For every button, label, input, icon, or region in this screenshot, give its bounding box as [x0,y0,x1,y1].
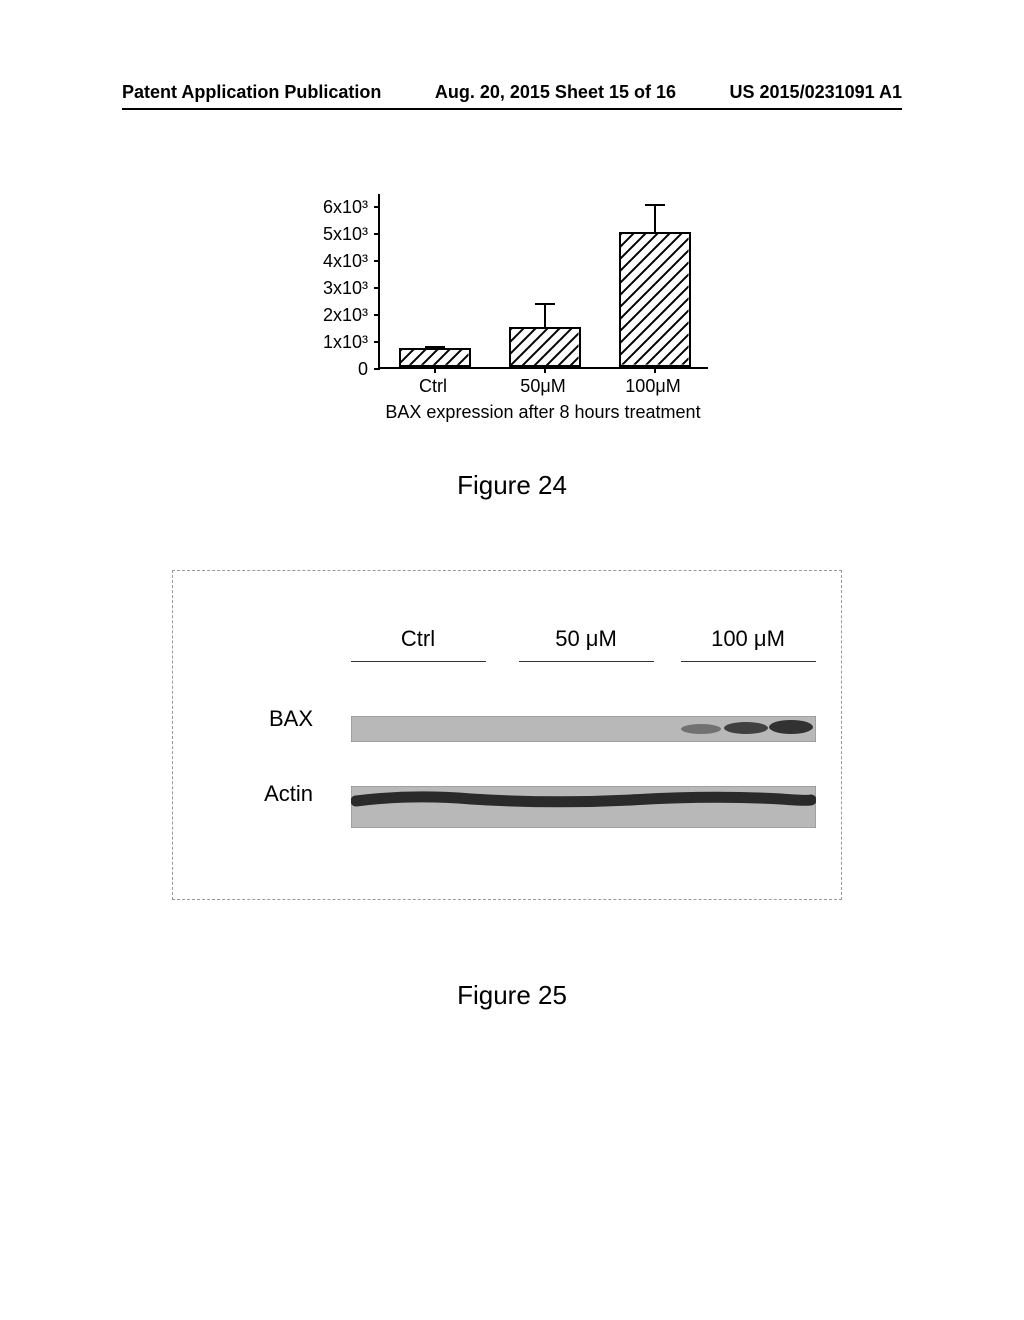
y-axis-label: 1x10³ [278,333,368,351]
patent-header: Patent Application Publication Aug. 20, … [0,82,1024,103]
bar-chart-bax-expression: 01x10³2x10³3x10³4x10³5x10³6x10³ BAX expr… [288,190,748,420]
lane-label: 50 μM [519,626,654,652]
bar [399,348,471,367]
actin-blot-strip [351,786,816,828]
lane-label: 100 μM [681,626,816,652]
y-axis-label: 6x10³ [278,198,368,216]
row-label: BAX [223,706,313,732]
y-tick [374,260,380,262]
error-bar-cap [535,303,555,305]
y-tick [374,314,380,316]
row-label: Actin [223,781,313,807]
header-rule [122,108,902,110]
error-bar-cap [425,346,445,348]
y-axis-label: 4x10³ [278,252,368,270]
lane-label: Ctrl [351,626,486,652]
figure-24-caption: Figure 24 [0,470,1024,501]
y-tick [374,287,380,289]
x-tick [434,367,436,373]
x-axis-label: Ctrl [419,376,447,397]
header-center: Aug. 20, 2015 Sheet 15 of 16 [435,82,676,103]
lane-underline [351,661,486,662]
y-axis-label: 2x10³ [278,306,368,324]
header-right: US 2015/0231091 A1 [730,82,902,103]
blot-content: Ctrl 50 μM 100 μM BAX Actin [173,571,841,899]
header-left: Patent Application Publication [122,82,381,103]
y-tick [374,368,380,370]
bar [509,327,581,367]
error-bar-stem [544,304,546,328]
lane-underline [519,661,654,662]
x-axis-title: BAX expression after 8 hours treatment [378,402,708,423]
western-blot-panel: Ctrl 50 μM 100 μM BAX Actin [172,570,842,900]
x-tick [654,367,656,373]
lane-underline [681,661,816,662]
y-tick [374,233,380,235]
chart-plot-area [378,194,708,369]
x-axis-label: 50μM [520,376,565,397]
y-axis-labels: 0 1x10³ 2x10³ 3x10³ 4x10³ 5x10³ 6x10³ [278,190,368,375]
error-bar-cap [645,204,665,206]
figure-25-caption: Figure 25 [0,980,1024,1011]
error-bar-stem [654,205,656,235]
y-tick [374,206,380,208]
bar [619,232,691,367]
x-axis-label: 100μM [625,376,680,397]
y-tick [374,341,380,343]
x-tick [544,367,546,373]
y-axis-label: 3x10³ [278,279,368,297]
y-axis-label: 5x10³ [278,225,368,243]
y-axis-label: 0 [278,360,368,378]
bax-blot-strip [351,716,816,742]
